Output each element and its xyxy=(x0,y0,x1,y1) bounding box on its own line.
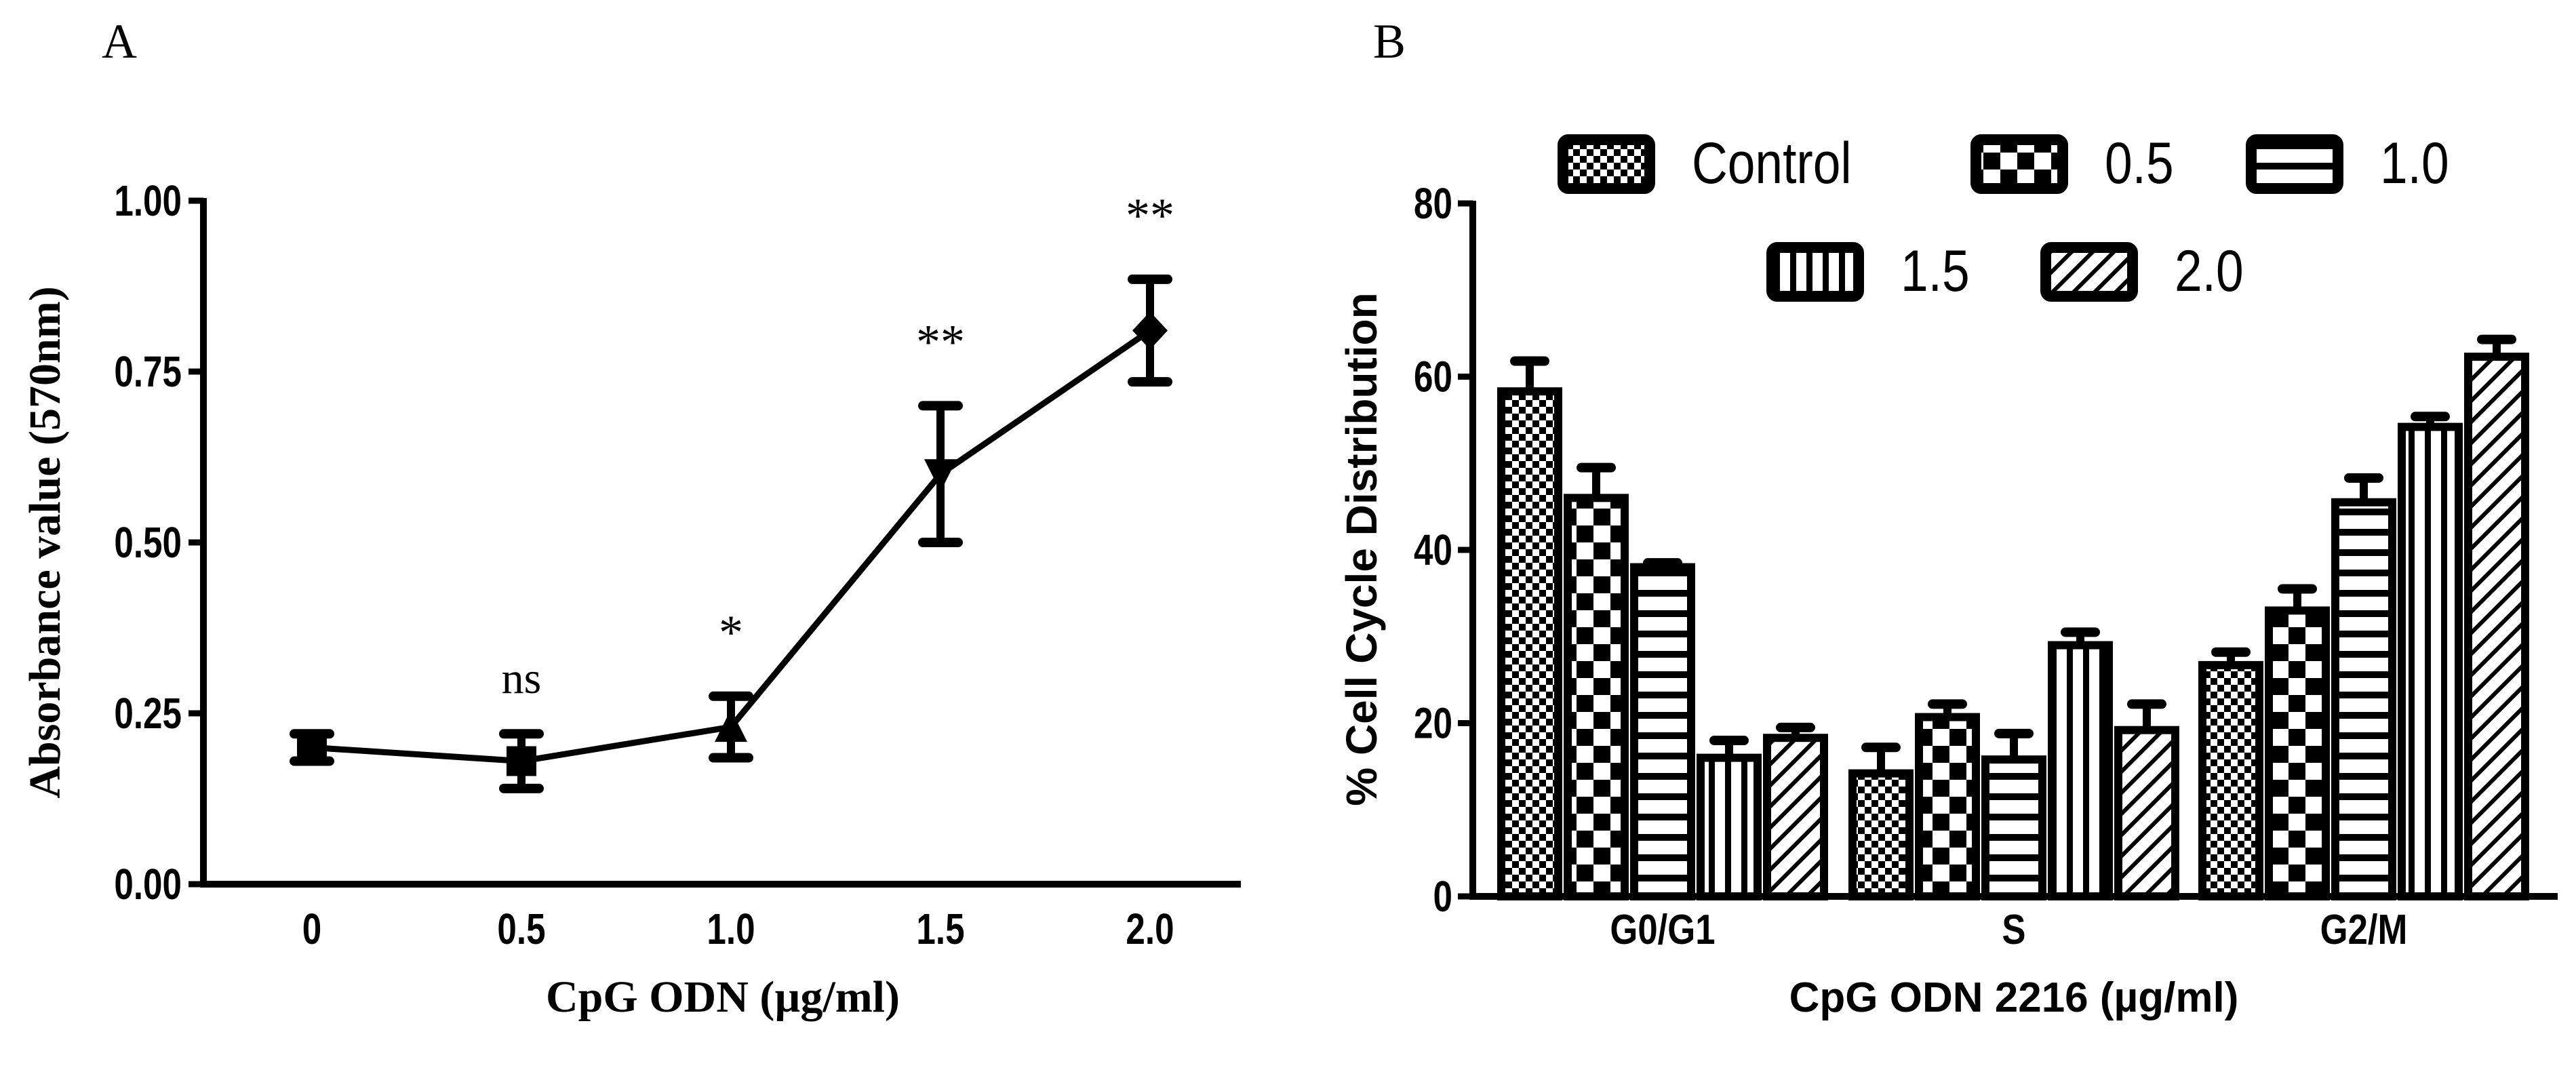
bar-fine-checker xyxy=(1848,769,1914,900)
bar-vertical-stripes xyxy=(2048,641,2113,901)
bar-vertical-stripes xyxy=(2398,422,2463,900)
legend-label: 1.5 xyxy=(1901,238,1970,303)
data-point-square xyxy=(297,732,327,763)
y-tick-label: 80 xyxy=(1414,180,1452,229)
significance-label: ** xyxy=(916,315,965,369)
legend-label: 1.0 xyxy=(2380,130,2449,195)
legend-label: Control xyxy=(1692,130,1852,195)
bar-vertical-stripes xyxy=(1697,753,1762,900)
x-tick-label: S xyxy=(2002,907,2025,953)
bar-large-checker xyxy=(1564,494,1629,900)
data-point-diamond xyxy=(1132,311,1168,350)
y-tick-label: 0.75 xyxy=(114,349,182,397)
panel-a-y-axis-label: Absorbance value (570nm) xyxy=(20,286,70,798)
significance-label: ** xyxy=(1126,188,1174,243)
panel-label-a: A xyxy=(102,14,137,68)
legend-swatch-horizontal-stripes xyxy=(2246,134,2343,194)
legend-label: 2.0 xyxy=(2175,238,2244,303)
significance-label: ns xyxy=(502,654,542,703)
y-tick-label: 0 xyxy=(1433,873,1452,921)
panel-b-y-axis-label: % Cell Cycle Distribution xyxy=(1337,292,1386,806)
bar-large-checker xyxy=(2265,606,2330,900)
panel-b-legend: Control 0.5 1.0 1.5 2.0 xyxy=(1558,130,2449,303)
bar-diagonal-hatch xyxy=(2464,353,2529,900)
bar-large-checker xyxy=(1915,713,1980,900)
bar-horizontal-stripes xyxy=(1630,563,1695,900)
y-tick-label: 0.00 xyxy=(114,861,182,909)
significance-label: * xyxy=(719,606,743,660)
bar-diagonal-hatch xyxy=(1763,734,1828,901)
y-tick-label: 0.50 xyxy=(114,519,182,568)
x-tick-label: G2/M xyxy=(2320,907,2408,953)
x-tick-label: 1.0 xyxy=(707,906,755,954)
bar-fine-checker xyxy=(2198,660,2263,900)
panel-b-x-axis-label: CpG ODN 2216 (µg/ml) xyxy=(1789,974,2239,1021)
data-point-triangle-up xyxy=(715,709,747,742)
x-tick-label: 2.0 xyxy=(1126,906,1174,954)
x-tick-label: 0.5 xyxy=(497,906,545,954)
bar-fine-checker xyxy=(1497,387,1562,900)
legend-swatch-fine-checker xyxy=(1558,134,1655,194)
panel-a-plot: 0.000.250.500.751.000 0.5 1.0 1.5 2.0ns***** xyxy=(114,178,1241,954)
y-tick-label: 60 xyxy=(1414,353,1452,401)
x-tick-label: 1.5 xyxy=(916,906,964,954)
y-tick-label: 0.25 xyxy=(114,690,182,738)
panel-b: B 0 20 40 60 80 G0/G1 S G2/M CpG ODN 2216 (µg/m… xyxy=(1337,14,2558,1021)
legend-swatch-vertical-stripes xyxy=(1766,242,1864,302)
x-tick-label: 0 xyxy=(302,906,321,954)
legend-swatch-diagonal-hatch xyxy=(2040,242,2138,302)
bar-horizontal-stripes xyxy=(1981,755,2046,901)
data-point-square xyxy=(507,746,536,776)
y-tick-label: 40 xyxy=(1414,527,1452,575)
bar-horizontal-stripes xyxy=(2331,498,2396,900)
y-tick-label: 1.00 xyxy=(114,178,182,226)
panel-label-b: B xyxy=(1373,14,1406,68)
y-tick-label: 20 xyxy=(1414,700,1452,748)
x-tick-label: G0/G1 xyxy=(1610,907,1715,953)
panel-a: A 0.000.250.500.751.000 0.5 1.0 1.5 2.0ns***… xyxy=(20,14,1241,1022)
panel-a-x-axis-label: CpG ODN (µg/ml) xyxy=(546,972,900,1022)
data-point-triangle-down xyxy=(924,459,957,492)
legend-swatch-large-checker xyxy=(1970,134,2068,194)
bar-diagonal-hatch xyxy=(2114,726,2179,900)
panel-b-plot: 0 20 40 60 80 G0/G1 S G2/M xyxy=(1414,180,2558,953)
legend-label: 0.5 xyxy=(2105,130,2174,195)
